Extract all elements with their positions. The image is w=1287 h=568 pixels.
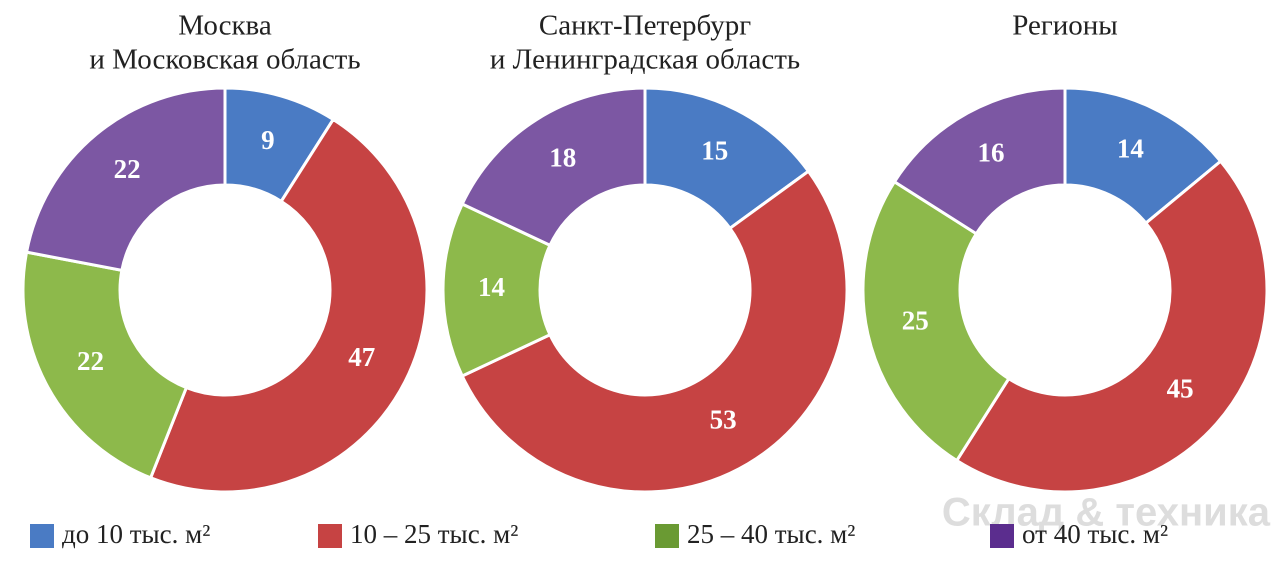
value-label: 14 bbox=[1117, 133, 1144, 163]
donut-segment bbox=[21, 250, 189, 480]
value-label: 15 bbox=[701, 135, 728, 165]
legend-swatch bbox=[990, 524, 1014, 548]
legend-swatch bbox=[655, 524, 679, 548]
chart-title: Санкт-Петербург bbox=[539, 10, 751, 42]
legend-label: до 10 тыс. м² bbox=[62, 519, 210, 549]
donut-segment bbox=[892, 86, 1067, 236]
value-label: 9 bbox=[261, 125, 275, 155]
donut-segment bbox=[24, 86, 227, 273]
donut-segment bbox=[643, 86, 811, 231]
donut-segment bbox=[441, 201, 552, 379]
donut-segment bbox=[954, 159, 1269, 494]
value-label: 47 bbox=[348, 342, 375, 372]
legend-swatch bbox=[318, 524, 342, 548]
chart-title: Регионы bbox=[1012, 10, 1118, 42]
chart-title: и Ленинградская область bbox=[490, 44, 800, 76]
legend-label: от 40 тыс. м² bbox=[1022, 519, 1168, 549]
legend-swatch bbox=[30, 524, 54, 548]
value-label: 22 bbox=[77, 346, 104, 376]
chart-title: и Московская область bbox=[89, 44, 360, 76]
value-label: 22 bbox=[114, 154, 141, 184]
legend-label: 25 – 40 тыс. м² bbox=[687, 519, 855, 549]
value-label: 16 bbox=[978, 138, 1005, 168]
donut-segment bbox=[460, 169, 849, 494]
value-label: 18 bbox=[549, 143, 576, 173]
donut-segment bbox=[148, 117, 429, 494]
value-label: 45 bbox=[1167, 374, 1194, 404]
value-label: 53 bbox=[710, 404, 737, 434]
donut-segment bbox=[1063, 86, 1223, 226]
chart-title: Москва bbox=[178, 10, 272, 42]
value-label: 25 bbox=[902, 306, 929, 336]
legend-label: 10 – 25 тыс. м² bbox=[350, 519, 518, 549]
donut-segment bbox=[460, 86, 647, 248]
donut-segment bbox=[861, 179, 1011, 463]
value-label: 14 bbox=[478, 272, 505, 302]
